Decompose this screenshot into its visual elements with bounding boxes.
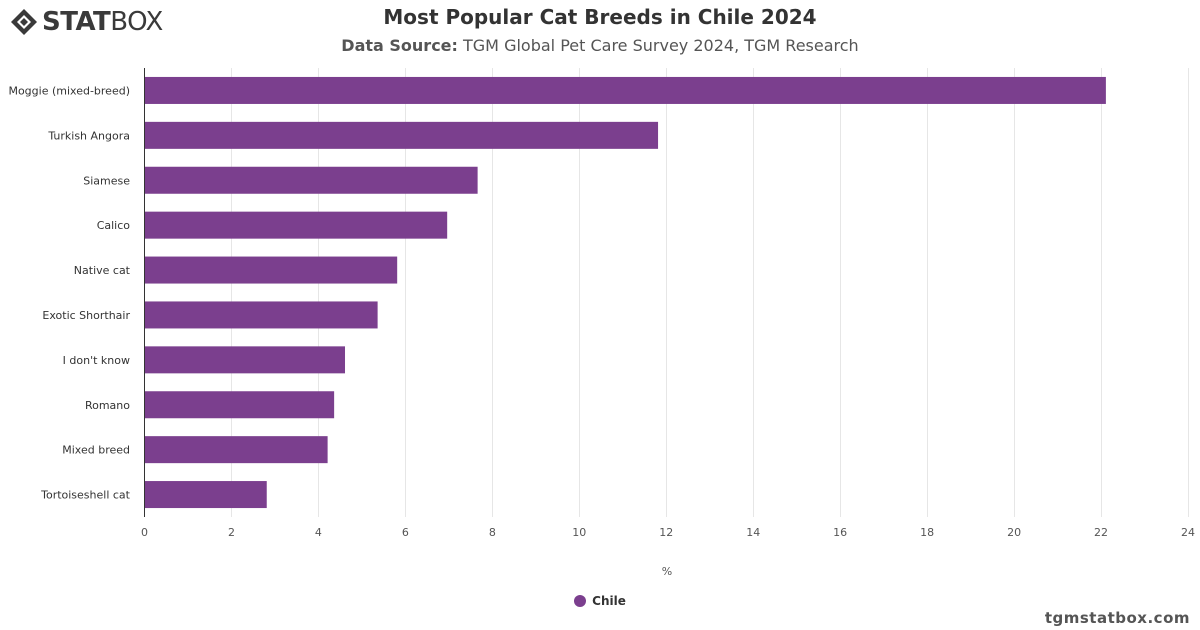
x-tick-label: 0 bbox=[141, 526, 148, 539]
x-tick-label: 10 bbox=[572, 526, 586, 539]
bar bbox=[145, 76, 1106, 104]
category-label: Mixed breed bbox=[62, 444, 130, 457]
x-tick-label: 4 bbox=[315, 526, 322, 539]
bar bbox=[145, 481, 267, 509]
category-label: I don't know bbox=[63, 354, 130, 367]
x-axis-label: % bbox=[662, 565, 672, 578]
x-tick-label: 20 bbox=[1007, 526, 1021, 539]
bar bbox=[145, 166, 478, 194]
statbox-logo-icon bbox=[11, 9, 37, 35]
bar bbox=[145, 436, 328, 464]
bar bbox=[145, 256, 398, 284]
x-tick-label: 24 bbox=[1181, 526, 1195, 539]
legend-swatch bbox=[574, 595, 587, 607]
x-tick-label: 16 bbox=[833, 526, 847, 539]
bar bbox=[145, 391, 335, 419]
legend-label: Chile bbox=[592, 594, 626, 608]
x-tick-label: 12 bbox=[659, 526, 673, 539]
category-label: Native cat bbox=[74, 264, 131, 277]
legend[interactable]: Chile bbox=[0, 594, 1200, 608]
chart-title: Most Popular Cat Breeds in Chile 2024 bbox=[383, 5, 817, 29]
bar bbox=[145, 211, 448, 239]
x-tick-label: 8 bbox=[489, 526, 496, 539]
bar bbox=[145, 346, 346, 374]
bar bbox=[145, 301, 378, 329]
x-tick-label: 22 bbox=[1094, 526, 1108, 539]
x-tick-label: 14 bbox=[746, 526, 760, 539]
x-tick-label: 18 bbox=[920, 526, 934, 539]
category-label: Calico bbox=[97, 219, 131, 232]
watermark: tgmstatbox.com bbox=[1044, 609, 1190, 627]
category-label: Moggie (mixed-breed) bbox=[8, 84, 130, 97]
statbox-logo: STAT BOX bbox=[10, 8, 163, 36]
category-label: Romano bbox=[85, 399, 130, 412]
category-label: Tortoiseshell cat bbox=[40, 489, 131, 502]
x-tick-label: 2 bbox=[228, 526, 235, 539]
category-label: Siamese bbox=[83, 174, 130, 187]
chart-subtitle: Data Source: TGM Global Pet Care Survey … bbox=[0, 36, 1200, 55]
category-label: Exotic Shorthair bbox=[42, 309, 130, 322]
logo-stat-text: STAT bbox=[42, 7, 111, 37]
logo-box-text: BOX bbox=[110, 7, 163, 37]
category-label: Turkish Angora bbox=[47, 129, 130, 142]
x-tick-label: 6 bbox=[402, 526, 409, 539]
bar bbox=[145, 121, 659, 149]
subtitle-label: Data Source: bbox=[341, 36, 458, 55]
subtitle-text: TGM Global Pet Care Survey 2024, TGM Res… bbox=[457, 36, 859, 55]
